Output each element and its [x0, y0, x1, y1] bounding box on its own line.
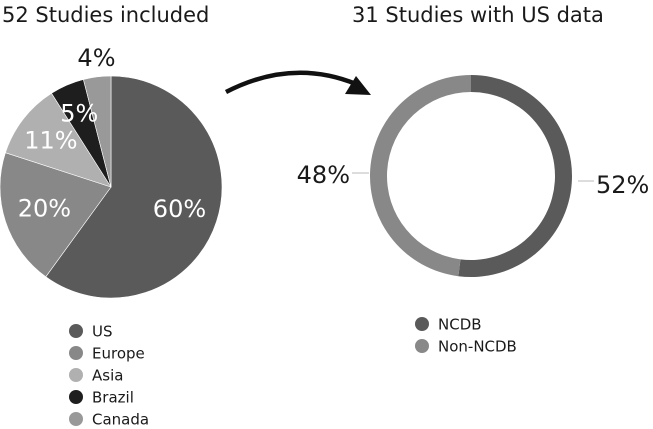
legend-marker-non-ncdb — [415, 339, 429, 353]
pie-chart-title: 52 Studies included — [2, 3, 209, 27]
pie-slice-label-asia: 11% — [24, 126, 77, 154]
pie-slice-label-europe: 20% — [18, 195, 71, 223]
legend-label-europe: Europe — [92, 345, 145, 363]
legend-label-us: US — [92, 323, 113, 341]
legend-marker-ncdb — [415, 317, 429, 331]
legend-marker-us — [69, 324, 83, 338]
donut-chart-labels: 52% 48% — [297, 161, 650, 199]
pie-slice-label-us: 60% — [153, 195, 206, 223]
legend-marker-europe — [69, 346, 83, 360]
legend-label-non-ncdb: Non-NCDB — [438, 338, 517, 356]
pie-slice-label-brazil: 5% — [60, 100, 98, 128]
donut-slice-ncdb — [458, 75, 572, 277]
legend-label-ncdb: NCDB — [438, 316, 482, 334]
pie-chart — [0, 75, 223, 299]
pie-slice-asia — [5, 92, 112, 188]
legend-marker-canada — [69, 412, 83, 426]
donut-slice-non-ncdb — [369, 75, 471, 277]
pie-legend: US Europe Asia Brazil Canada — [69, 323, 149, 429]
donut-slice-label-non-ncdb: 48% — [297, 161, 350, 189]
pie-chart-labels: 60% 20% 11%5% 4% — [18, 44, 206, 223]
donut-chart-title: 31 Studies with US data — [352, 3, 604, 27]
pie-slice-us — [45, 75, 223, 299]
legend-marker-brazil — [69, 390, 83, 404]
legend-marker-asia — [69, 368, 83, 382]
donut-legend: NCDB Non-NCDB — [415, 316, 517, 356]
legend-label-brazil: Brazil — [92, 389, 134, 407]
pie-slice-europe — [0, 152, 112, 278]
legend-label-canada: Canada — [92, 411, 149, 429]
legend-label-asia: Asia — [92, 367, 123, 385]
donut-slice-label-ncdb: 52% — [596, 171, 649, 199]
donut-chart — [369, 75, 572, 277]
curved-arrow-icon — [224, 70, 371, 95]
pie-slice-canada — [83, 75, 112, 188]
pie-slice-label-canada: 4% — [77, 44, 115, 72]
